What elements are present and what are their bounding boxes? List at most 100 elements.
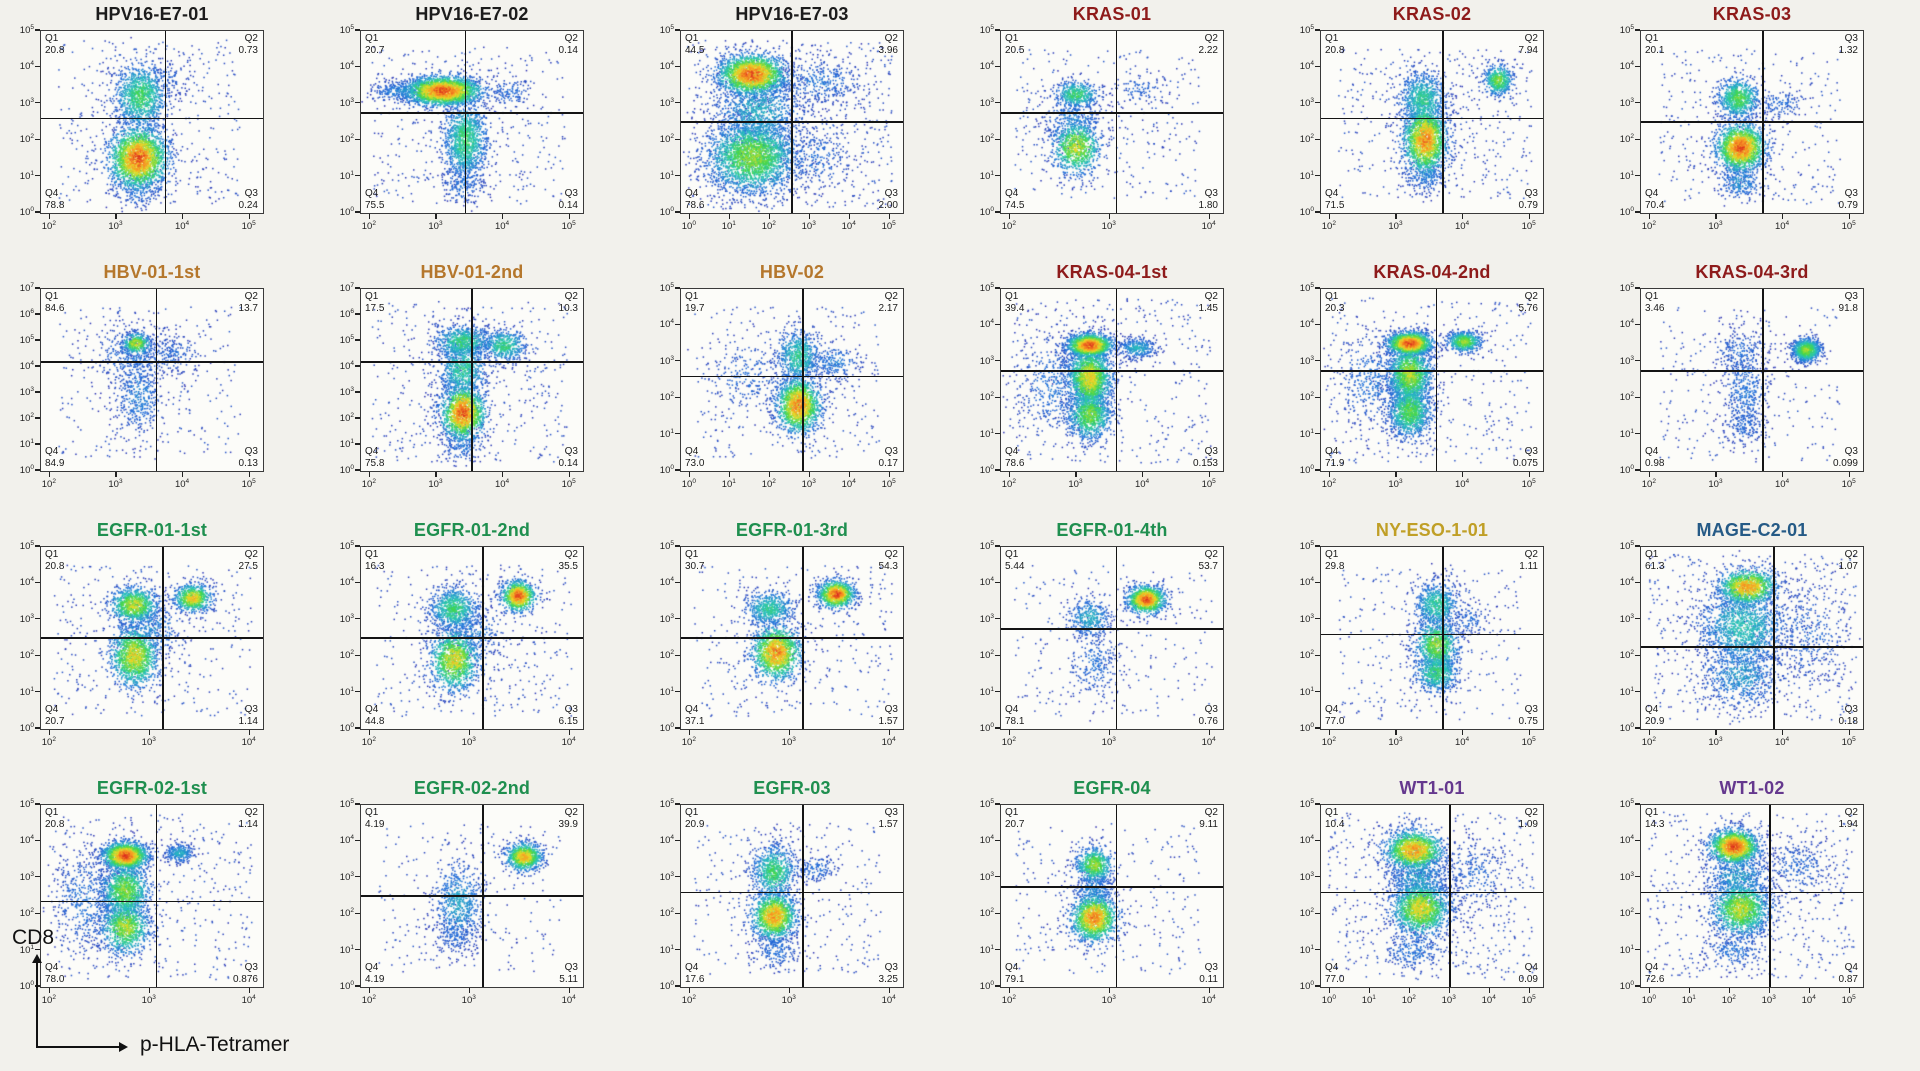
x-tick-label: 103 xyxy=(1101,736,1116,749)
y-tick-label: 102 xyxy=(1619,907,1634,920)
x-tick-mark xyxy=(1008,472,1011,477)
x-tick-label: 103 xyxy=(1101,994,1116,1007)
x-tick-label: 104 xyxy=(241,736,256,749)
x-tick-mark xyxy=(1108,730,1110,735)
quadrant-value: 78.1 xyxy=(1005,716,1025,727)
y-tick-mark xyxy=(1635,396,1640,398)
scatter-canvas xyxy=(1321,547,1543,729)
quadrant-value: 20.7 xyxy=(365,45,385,56)
x-tick-label: 102 xyxy=(761,478,776,491)
quadrant-tr: Q2 1.94 xyxy=(1839,807,1858,831)
quadrant-tl: Q1 39.4 xyxy=(1005,291,1024,315)
x-tick-label: 105 xyxy=(241,478,256,491)
quadrant-value: 6.15 xyxy=(558,716,578,727)
quadrant-label: Q2 xyxy=(564,33,578,44)
quadrant-label: Q4 xyxy=(365,446,379,457)
quadrant-tl: Q1 14.3 xyxy=(1645,807,1664,831)
y-tick-label: 101 xyxy=(1299,427,1314,440)
quadrant-value: 20.9 xyxy=(1645,716,1665,727)
y-tick-label: 101 xyxy=(659,685,674,698)
y-tick-label: 103 xyxy=(979,96,994,109)
y-tick-label: 103 xyxy=(659,354,674,367)
y-tick-mark xyxy=(995,433,1000,435)
gate-vline xyxy=(1768,805,1771,987)
y-tick-mark xyxy=(355,65,360,67)
x-tick-label: 103 xyxy=(1388,736,1403,749)
x-tick-label: 103 xyxy=(1388,478,1403,491)
quadrant-label: Q1 xyxy=(365,807,379,818)
x-tick-label: 104 xyxy=(1454,736,1470,749)
flow-panel: KRAS-04-3rd 105 104 103 102 101 100 102 103 104 10… xyxy=(1602,262,1920,514)
x-tick-label: 102 xyxy=(1641,220,1656,233)
plot-box: Q1 16.3 Q2 35.5 Q4 44.8 Q3 6.15 xyxy=(360,546,584,730)
quadrant-br: Q3 0.876 xyxy=(233,962,258,986)
x-tick-label: 103 xyxy=(1388,220,1403,233)
quadrant-label: Q3 xyxy=(1844,291,1858,302)
y-tick-label: 104 xyxy=(1299,576,1314,589)
panel-title: KRAS-04-3rd xyxy=(1695,262,1809,282)
y-tick-label: 105 xyxy=(1619,23,1634,37)
x-tick-label: 102 xyxy=(361,994,376,1007)
quadrant-label: Q1 xyxy=(685,549,699,560)
plot-box: Q1 20.8 Q2 27.5 Q4 20.7 Q3 1.14 xyxy=(40,546,264,730)
x-tick-label: 102 xyxy=(361,478,376,491)
y-tick-label: 101 xyxy=(979,685,994,698)
quadrant-value: 4.19 xyxy=(365,974,385,985)
gate-hline xyxy=(41,117,263,120)
x-tick-label: 102 xyxy=(1721,994,1736,1007)
y-tick-label: 101 xyxy=(1299,169,1314,182)
x-tick-mark xyxy=(1368,988,1371,993)
quadrant-value: 61.3 xyxy=(1645,561,1665,572)
y-tick-mark xyxy=(35,211,40,213)
quadrant-br: Q4 0.09 xyxy=(1519,962,1538,986)
y-tick-mark xyxy=(355,581,360,583)
quadrant-br: Q3 0.153 xyxy=(1193,446,1218,470)
y-tick-label: 106 xyxy=(339,307,354,321)
y-tick-mark xyxy=(1315,287,1320,289)
y-tick-label: 102 xyxy=(339,411,354,425)
quadrant-br: Q3 1.57 xyxy=(879,704,898,728)
y-tick-mark xyxy=(1315,433,1320,435)
quadrant-value: 19.7 xyxy=(685,303,705,314)
quadrant-tr: Q3 1.32 xyxy=(1839,33,1858,57)
quadrant-bl: Q4 77.0 xyxy=(1325,962,1344,986)
y-tick-mark xyxy=(355,839,360,841)
quadrant-label: Q3 xyxy=(884,188,898,199)
flow-panel: EGFR-01-2nd 105 104 103 102 101 100 102 103 104 Q1… xyxy=(322,520,642,772)
x-tick-label: 101 xyxy=(1361,994,1376,1007)
quadrant-label: Q4 xyxy=(685,962,699,973)
quadrant-tr: Q2 0.73 xyxy=(239,33,258,57)
x-tick-label: 104 xyxy=(841,478,856,491)
y-tick-mark xyxy=(995,29,1000,31)
y-tick-mark xyxy=(995,138,1000,140)
quadrant-value: 2.17 xyxy=(878,303,898,314)
x-tick-mark xyxy=(368,988,371,993)
y-tick-mark xyxy=(35,417,40,419)
quadrant-bl: Q4 75.5 xyxy=(365,188,384,212)
quadrant-bl: Q4 20.9 xyxy=(1645,704,1664,728)
quadrant-value: 20.1 xyxy=(1645,45,1665,56)
y-tick-label: 105 xyxy=(1299,539,1314,553)
y-tick-mark xyxy=(1315,839,1320,841)
y-tick-label: 105 xyxy=(1299,23,1314,37)
y-tick-mark xyxy=(995,803,1000,805)
x-tick-label: 102 xyxy=(681,994,696,1007)
x-tick-mark xyxy=(1008,988,1011,993)
quadrant-label: Q3 xyxy=(564,962,578,973)
quadrant-br: Q3 0.11 xyxy=(1199,962,1218,986)
quadrant-label: Q3 xyxy=(1204,962,1218,973)
quadrant-value: 77.0 xyxy=(1325,716,1345,727)
x-tick-label: 105 xyxy=(1521,736,1536,749)
y-tick-mark xyxy=(1635,839,1640,841)
y-tick-label: 102 xyxy=(979,649,994,662)
y-tick-mark xyxy=(995,985,1000,987)
plot-box: Q1 20.8 Q2 7.94 Q4 71.5 Q3 0.79 xyxy=(1320,30,1544,214)
x-tick-label: 102 xyxy=(1001,478,1016,491)
quadrant-label: Q2 xyxy=(1844,549,1858,560)
y-tick-label: 103 xyxy=(659,612,674,625)
quadrant-value: 2.22 xyxy=(1198,45,1218,56)
x-tick-mark xyxy=(1142,472,1144,477)
x-tick-label: 104 xyxy=(841,220,856,233)
flow-panel: KRAS-04-2nd 105 104 103 102 101 100 102 103 104 10… xyxy=(1282,262,1602,514)
quadrant-value: 20.8 xyxy=(45,819,65,830)
